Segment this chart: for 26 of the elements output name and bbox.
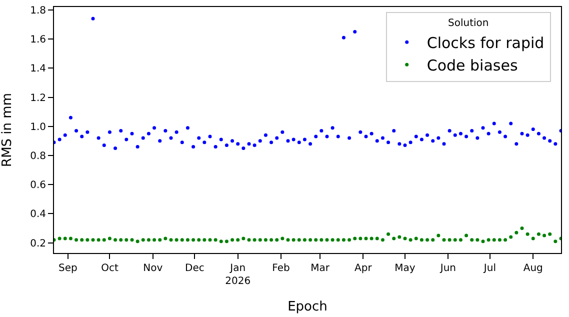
- x-tick-label: Jun: [439, 263, 456, 274]
- legend-title: Solution: [448, 18, 489, 29]
- y-tick-label: 1.4: [30, 64, 46, 75]
- y-tick-label: 0.6: [30, 180, 46, 192]
- legend-label: Code biases: [426, 56, 518, 75]
- y-tick-label: 0.2: [30, 238, 46, 250]
- y-tick-label: 1.6: [30, 34, 46, 46]
- x-tick-label: Nov: [143, 263, 163, 274]
- y-tick-label: 1.8: [30, 5, 46, 16]
- x-axis-title: Epoch: [288, 300, 328, 315]
- y-tick-label: 0.4: [30, 209, 46, 220]
- x-tick-label: Jul: [482, 263, 496, 274]
- y-tick-label: 0.8: [30, 150, 46, 162]
- x-tick-label: Oct: [101, 263, 118, 274]
- legend-label: Clocks for rapid: [426, 34, 544, 52]
- x-tick-label: Dec: [185, 263, 204, 274]
- x-tick-label: Apr: [354, 263, 373, 274]
- x-tick-label: Sep: [58, 263, 78, 274]
- x-tick-label: May: [394, 263, 416, 274]
- y-axis-title: RMS in mm: [0, 93, 16, 167]
- y-tick-label: 1.0: [30, 122, 46, 133]
- x-tick-label: Mar: [310, 263, 330, 274]
- x-tick-label: Jan 2026: [225, 263, 251, 287]
- x-tick-label: Aug: [523, 263, 543, 274]
- y-tick-label: 1.2: [30, 92, 46, 104]
- x-tick-label: Feb: [272, 263, 290, 274]
